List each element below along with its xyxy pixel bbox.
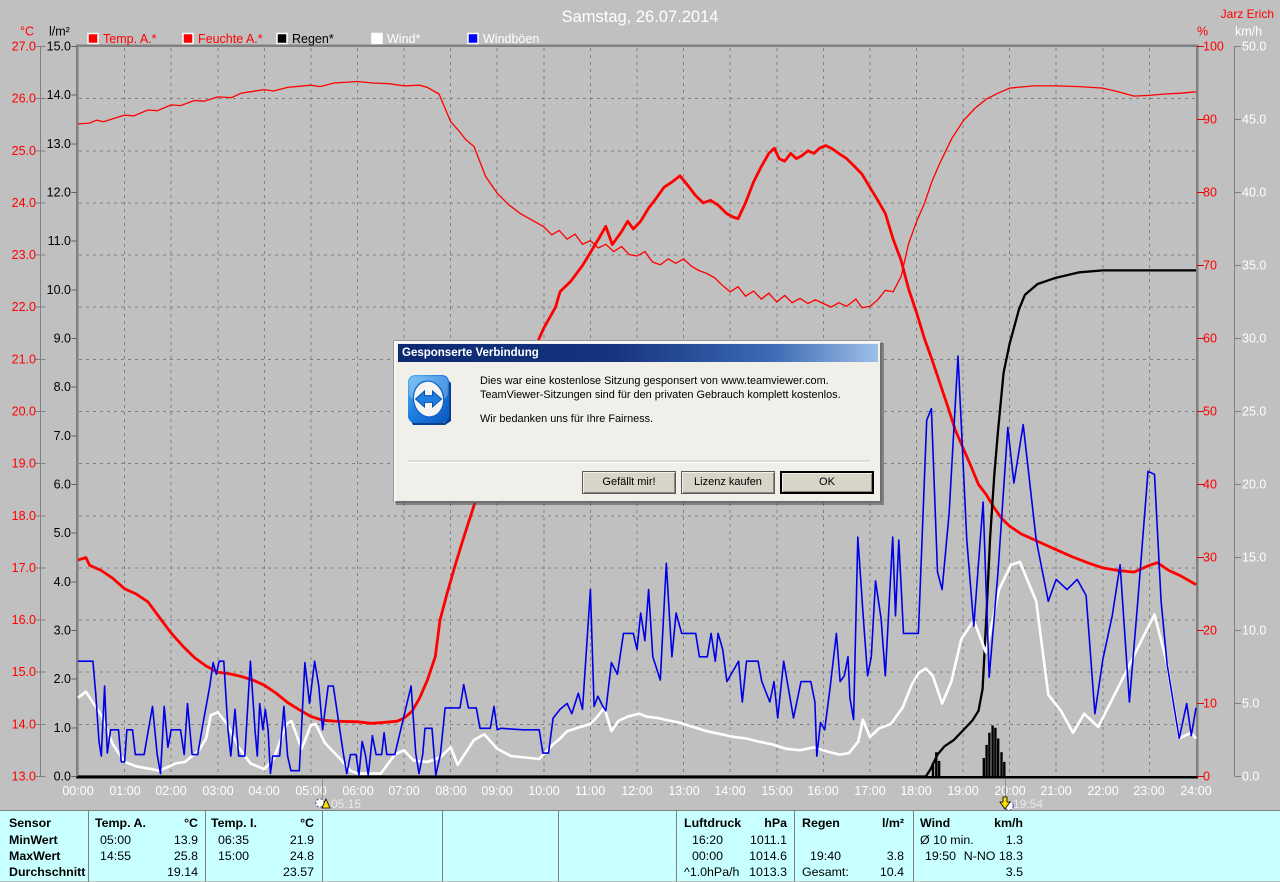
svg-text:70: 70 xyxy=(1203,259,1217,273)
svg-text:01:00: 01:00 xyxy=(109,784,140,798)
svg-text:15:00: 15:00 xyxy=(761,784,792,798)
svg-text:Jarz Erich: Jarz Erich xyxy=(1221,7,1274,21)
svg-text:2.0: 2.0 xyxy=(54,672,71,686)
svg-text:6.0: 6.0 xyxy=(54,478,71,492)
svg-text:0: 0 xyxy=(1203,770,1210,784)
svg-text:10: 10 xyxy=(1203,697,1217,711)
svg-text:23:00: 23:00 xyxy=(1133,784,1164,798)
svg-text:5.0: 5.0 xyxy=(54,526,71,540)
svg-text:04:00: 04:00 xyxy=(248,784,279,798)
svg-text:30.0: 30.0 xyxy=(1242,332,1266,346)
svg-text:60: 60 xyxy=(1203,332,1217,346)
svg-text:1.0: 1.0 xyxy=(54,721,71,735)
svg-text:10.0: 10.0 xyxy=(47,283,71,297)
svg-text:08:00: 08:00 xyxy=(435,784,466,798)
svg-text:19:00: 19:00 xyxy=(947,784,978,798)
svg-text:0.0: 0.0 xyxy=(1242,770,1259,784)
svg-text:24:00: 24:00 xyxy=(1180,784,1211,798)
svg-text:14.0: 14.0 xyxy=(12,717,36,731)
svg-text:°C: °C xyxy=(20,25,34,39)
svg-text:0.0: 0.0 xyxy=(54,770,71,784)
svg-text:Wind*: Wind* xyxy=(387,32,420,46)
svg-text:09:00: 09:00 xyxy=(481,784,512,798)
svg-text:7.0: 7.0 xyxy=(54,429,71,443)
svg-text:14.0: 14.0 xyxy=(47,88,71,102)
svg-text:17:00: 17:00 xyxy=(854,784,885,798)
svg-text:Temp. A.*: Temp. A.* xyxy=(103,32,157,46)
svg-text:21:00: 21:00 xyxy=(1040,784,1071,798)
svg-text:19.0: 19.0 xyxy=(12,457,36,471)
svg-text:25.0: 25.0 xyxy=(1242,405,1266,419)
svg-text:05:00: 05:00 xyxy=(295,784,326,798)
svg-text:8.0: 8.0 xyxy=(54,380,71,394)
svg-text:13.0: 13.0 xyxy=(12,770,36,784)
svg-text:22:00: 22:00 xyxy=(1087,784,1118,798)
svg-text:22.0: 22.0 xyxy=(12,300,36,314)
svg-text:00:00: 00:00 xyxy=(62,784,93,798)
svg-text:4.0: 4.0 xyxy=(54,575,71,589)
svg-text:9.0: 9.0 xyxy=(54,332,71,346)
svg-text:Feuchte A.*: Feuchte A.* xyxy=(198,32,263,46)
svg-text:90: 90 xyxy=(1203,113,1217,127)
svg-text:07:00: 07:00 xyxy=(388,784,419,798)
svg-text:40: 40 xyxy=(1203,478,1217,492)
svg-text:02:00: 02:00 xyxy=(155,784,186,798)
svg-text:13:00: 13:00 xyxy=(668,784,699,798)
svg-text:5.0: 5.0 xyxy=(1242,697,1259,711)
svg-text:24.0: 24.0 xyxy=(12,196,36,210)
svg-text:20: 20 xyxy=(1203,624,1217,638)
svg-text:15.0: 15.0 xyxy=(1242,551,1266,565)
svg-text:13.0: 13.0 xyxy=(47,137,71,151)
svg-text:20:00: 20:00 xyxy=(994,784,1025,798)
svg-text:26.0: 26.0 xyxy=(12,92,36,106)
svg-text:16:00: 16:00 xyxy=(807,784,838,798)
svg-text:l/m²: l/m² xyxy=(49,25,70,39)
svg-text:40.0: 40.0 xyxy=(1242,186,1266,200)
svg-text:16.0: 16.0 xyxy=(12,613,36,627)
svg-text:10.0: 10.0 xyxy=(1242,624,1266,638)
svg-text:20.0: 20.0 xyxy=(12,405,36,419)
svg-text:Regen*: Regen* xyxy=(292,32,334,46)
svg-text:11.0: 11.0 xyxy=(48,234,71,248)
svg-text:27.0: 27.0 xyxy=(12,40,36,54)
svg-text:30: 30 xyxy=(1203,551,1217,565)
svg-text:20.0: 20.0 xyxy=(1242,478,1266,492)
svg-text:06:00: 06:00 xyxy=(342,784,373,798)
svg-text:12.0: 12.0 xyxy=(47,186,71,200)
svg-text:25.0: 25.0 xyxy=(12,144,36,158)
svg-text:17.0: 17.0 xyxy=(12,561,36,575)
svg-text:18.0: 18.0 xyxy=(12,509,36,523)
svg-text:12:00: 12:00 xyxy=(621,784,652,798)
svg-text:18:00: 18:00 xyxy=(900,784,931,798)
svg-text:14:00: 14:00 xyxy=(714,784,745,798)
svg-text:3.0: 3.0 xyxy=(54,624,71,638)
svg-text:21.0: 21.0 xyxy=(12,352,36,366)
svg-text:50.0: 50.0 xyxy=(1242,40,1266,54)
svg-text:Samstag, 26.07.2014: Samstag, 26.07.2014 xyxy=(562,8,719,26)
svg-text:15.0: 15.0 xyxy=(47,40,71,54)
svg-text:50: 50 xyxy=(1203,405,1217,419)
svg-text:Windböen: Windböen xyxy=(483,32,539,46)
svg-text:45.0: 45.0 xyxy=(1242,113,1266,127)
svg-text:100: 100 xyxy=(1203,40,1224,54)
svg-text:35.0: 35.0 xyxy=(1242,259,1266,273)
svg-text:%: % xyxy=(1197,25,1208,39)
svg-text:05:15: 05:15 xyxy=(331,797,361,811)
svg-text:03:00: 03:00 xyxy=(202,784,233,798)
svg-text:km/h: km/h xyxy=(1235,25,1262,39)
svg-text:23.0: 23.0 xyxy=(12,248,36,262)
svg-text:10:00: 10:00 xyxy=(528,784,559,798)
svg-text:80: 80 xyxy=(1203,186,1217,200)
svg-text:11:00: 11:00 xyxy=(575,784,605,798)
svg-text:19:54: 19:54 xyxy=(1013,797,1043,811)
svg-text:15.0: 15.0 xyxy=(12,665,36,679)
